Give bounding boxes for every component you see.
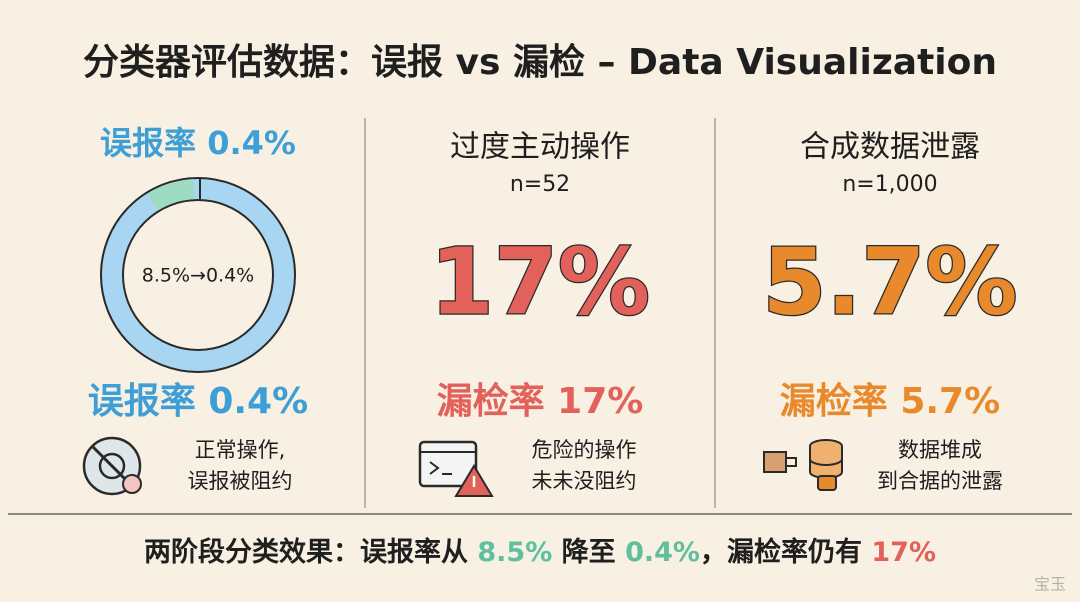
panel-sample: n=1,000 — [842, 172, 937, 197]
note-line: 未未没阻约 — [532, 469, 637, 493]
icon — [82, 436, 142, 496]
panel-metric: 漏检率 5.7% — [780, 381, 1000, 422]
panel-heading: 过度主动操作 — [450, 130, 630, 165]
footer-highlight: 0.4% — [625, 537, 700, 568]
panel-heading: 误报率 0.4% — [100, 124, 296, 162]
note-line: 误报被阻约 — [188, 469, 293, 493]
panel-heading: 合成数据泄露 — [800, 130, 980, 165]
panel-metric: 漏检率 17% — [437, 381, 644, 422]
panel: 过度主动操作 n=52 17% 漏检率 17% 危险的操作 未未没阻约 — [418, 130, 651, 497]
panel: 合成数据泄露 n=1,000 5.7% 漏检率 5.7% 数据堆成 到合据的泄露 — [761, 130, 1019, 494]
panel: 误报率 0.4% 8.5%→0.4% 误报率 0.4% 正常操作, 误报被阻约 — [82, 124, 308, 496]
donut-label: 8.5%→0.4% — [142, 265, 254, 287]
note-line: 正常操作, — [195, 438, 286, 462]
big-number: 5.7% — [762, 228, 1017, 335]
footer: 两阶段分类效果：误报率从 8.5% 降至 0.4%，漏检率仍有 17% — [144, 536, 936, 568]
panel-sample: n=52 — [510, 172, 570, 197]
icon — [418, 440, 494, 497]
footer-highlight: 17% — [871, 537, 936, 568]
title: 分类器评估数据：误报 vs 漏检 – Data Visualization — [83, 42, 997, 83]
footer-highlight: 8.5% — [477, 537, 552, 568]
note-line: 到合据的泄露 — [877, 469, 1003, 493]
note-line: 数据堆成 — [898, 438, 982, 462]
footer-text: 降至 — [552, 537, 625, 568]
footer-text: 两阶段分类效果：误报率从 — [144, 536, 477, 568]
donut-ring — [102, 179, 294, 371]
watermark: 宝玉 — [1034, 575, 1066, 594]
note-line: 危险的操作 — [532, 438, 637, 462]
icon — [763, 439, 843, 491]
donut-segment — [147, 179, 195, 211]
panel-metric: 误报率 0.4% — [88, 381, 308, 422]
big-number: 17% — [430, 228, 650, 335]
footer-text: ，漏检率仍有 — [700, 536, 871, 568]
